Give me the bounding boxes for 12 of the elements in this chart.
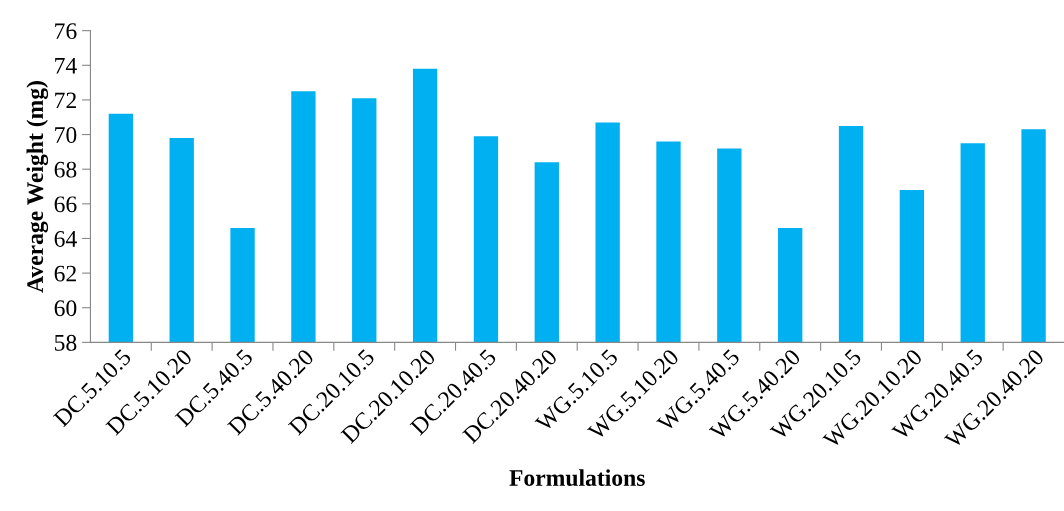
y-axis-title: Average Weight (mg) <box>26 81 49 293</box>
x-axis-title: Formulations <box>509 469 645 486</box>
y-tick-label: 66 <box>54 196 77 213</box>
y-tick-label: 58 <box>55 334 77 351</box>
y-tick-label: 72 <box>55 92 76 109</box>
y-tick-label: 70 <box>55 127 77 143</box>
y-tick-label: 68 <box>54 161 77 178</box>
y-tick-label: 60 <box>54 300 77 317</box>
y-tick-label: 74 <box>55 57 77 74</box>
y-tick-label: 64 <box>54 231 77 247</box>
y-tick-label: 62 <box>54 265 76 282</box>
y-tick-label: 76 <box>55 23 77 40</box>
